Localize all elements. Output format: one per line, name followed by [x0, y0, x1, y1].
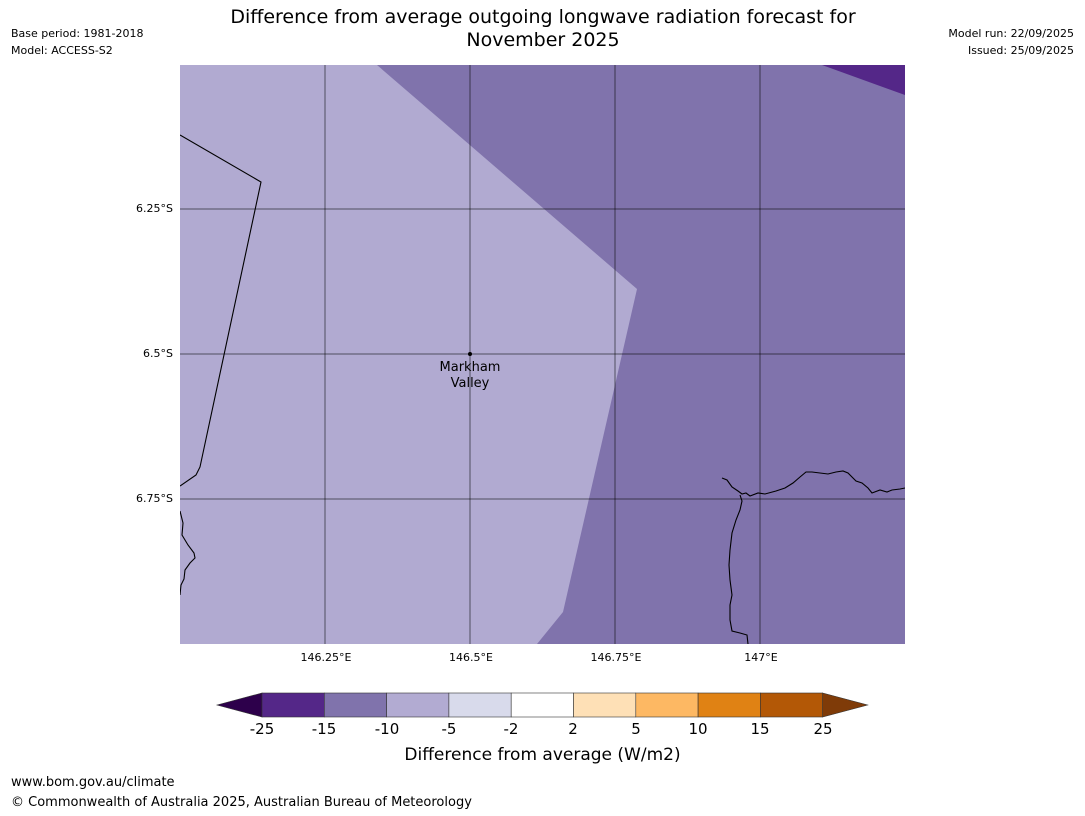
region-dark-purple [822, 65, 905, 95]
forecast-map: Markham Valley [180, 65, 905, 644]
colorbar-title: Difference from average (W/m2) [404, 745, 681, 765]
colorbar-bin [573, 692, 637, 718]
lat-label: 6.5°S [143, 347, 173, 360]
location-label: Markham Valley [420, 360, 520, 392]
location-name-line1: Markham [439, 360, 501, 375]
colorbar-bin [635, 692, 699, 718]
colorbar-bin [697, 692, 761, 718]
header-left-meta: Base period: 1981-2018 Model: ACCESS-S2 [11, 25, 143, 59]
coastline-river [728, 494, 749, 644]
footer-url[interactable]: www.bom.gov.au/climate [11, 775, 175, 790]
title-line-1: Difference from average outgoing longwav… [230, 6, 856, 28]
colorbar-tick-label: -10 [374, 720, 400, 738]
colorbar-tick-label: 25 [813, 720, 833, 738]
footer-copyright: © Commonwealth of Australia 2025, Austra… [11, 795, 472, 810]
colorbar-tick-label: 15 [750, 720, 770, 738]
colorbar-bin [448, 692, 512, 718]
model-run-text: Model run: 22/09/2025 [948, 27, 1074, 40]
colorbar-tick-label: -25 [249, 720, 275, 738]
colorbar-bin [261, 692, 325, 718]
lon-label: 146.75°E [590, 651, 642, 664]
location-name-line2: Valley [450, 376, 490, 391]
lon-label: 146.25°E [300, 651, 352, 664]
location-marker [468, 352, 472, 356]
colorbar-tick-label: -2 [503, 720, 519, 738]
map-canvas [180, 65, 905, 644]
issued-text: Issued: 25/09/2025 [967, 44, 1074, 57]
colorbar-tick-label: -5 [441, 720, 457, 738]
colorbar-bin [510, 692, 574, 718]
colorbar-tick-label: 5 [631, 720, 641, 738]
colorbar-tick-label: 10 [688, 720, 708, 738]
base-period-text: Base period: 1981-2018 [11, 27, 144, 40]
colorbar-bin [386, 692, 450, 718]
chart-title: Difference from average outgoing longwav… [180, 6, 906, 52]
graticule [180, 65, 905, 644]
coastline-east [721, 470, 905, 497]
lon-label: 147°E [744, 651, 778, 664]
colorbar-extend-high [822, 692, 869, 718]
lat-label: 6.75°S [136, 492, 173, 505]
lon-label: 146.5°E [449, 651, 493, 664]
coastline [180, 134, 905, 644]
header-right-meta: Model run: 22/09/2025 Issued: 25/09/2025 [948, 25, 1074, 59]
colorbar-bin [323, 692, 387, 718]
colorbar-extend-low [215, 692, 263, 718]
coastline-west [180, 510, 196, 596]
title-line-2: November 2025 [466, 29, 620, 51]
colorbar-tick-label: 2 [568, 720, 578, 738]
lat-label: 6.25°S [136, 202, 173, 215]
border-line [180, 134, 262, 487]
colorbar-tick-label: -15 [311, 720, 337, 738]
model-text: Model: ACCESS-S2 [11, 44, 113, 57]
colorbar-bin [760, 692, 824, 718]
